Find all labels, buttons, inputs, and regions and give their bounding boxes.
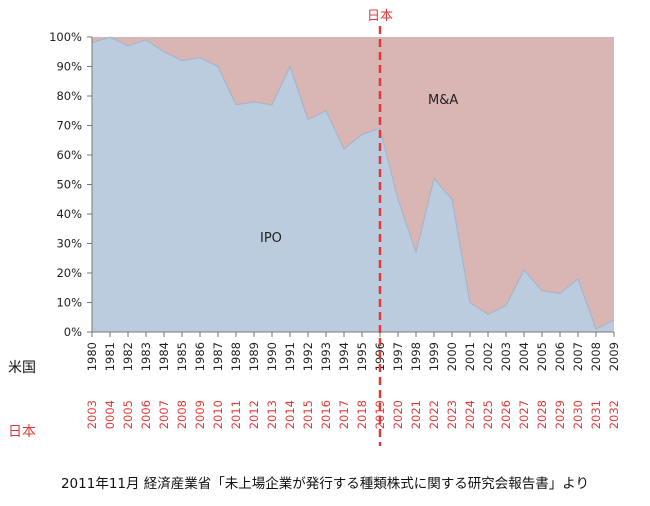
x-tick-label-us: 2000 (445, 342, 459, 371)
x-tick-label-japan: 2014 (283, 400, 297, 429)
x-tick-label-us: 2004 (517, 342, 531, 371)
x-axis-us-years: 1980 1981 1982 1983 1984 1985 1986 1987 1988 1989… (85, 331, 621, 371)
x-tick-label-us: 2005 (535, 342, 549, 371)
x-tick-label-us: 2009 (607, 342, 621, 371)
plot-areas (91, 36, 615, 332)
x-tick-label-us: 1998 (409, 342, 423, 371)
y-tick-label: 30% (56, 237, 82, 251)
x-tick-label-japan: 2032 (607, 400, 621, 429)
x-tick-label-japan: 2007 (157, 400, 171, 429)
x-tick-label-us: 2007 (571, 342, 585, 371)
x-tick-label-japan: 2020 (391, 400, 405, 429)
x-tick-label-japan: 2013 (265, 400, 279, 429)
x-tick-label-us: 1992 (301, 342, 315, 371)
x-tick-label-us: 1980 (85, 342, 99, 371)
x-tick-label-us: 1981 (103, 342, 117, 371)
x-tick-label-japan: 2030 (571, 400, 585, 429)
x-axis-japan-years: 2003 0004 2005 2006 2007 2008 2009 2010 2011 2012… (85, 400, 621, 429)
x-tick-label-us: 1995 (355, 342, 369, 371)
x-tick-label-japan: 2010 (211, 400, 225, 429)
y-tick-label: 0% (64, 325, 82, 339)
x-tick-label-japan: 2003 (85, 400, 99, 429)
x-tick-label-japan: 2031 (589, 400, 603, 429)
y-tick-label: 80% (56, 89, 82, 103)
marker-label: 日本 (367, 9, 393, 24)
y-tick-label: 40% (56, 207, 82, 221)
x-tick-label-us: 1984 (157, 342, 171, 371)
x-tick-label-us: 2008 (589, 342, 603, 371)
y-tick-label: 90% (56, 60, 82, 74)
x-tick-label-us: 1990 (265, 342, 279, 371)
x-tick-label-japan: 2008 (175, 400, 189, 429)
x-tick-label-japan: 2016 (319, 400, 333, 429)
x-tick-label-japan: 2006 (139, 400, 153, 429)
area-label-mna: M&A (428, 93, 458, 108)
x-tick-label-japan: 2018 (355, 400, 369, 429)
source-caption: 2011年11月 経済産業省「未上場企業が発行する種類株式に関する研究会報告書」… (60, 476, 590, 492)
x-tick-label-japan: 0004 (103, 400, 117, 429)
ipo-boundary-line (91, 36, 615, 330)
x-tick-label-us: 1989 (247, 342, 261, 371)
y-tick-label: 100% (49, 30, 82, 44)
x-tick-label-us: 1993 (319, 342, 333, 371)
x-tick-label-japan: 2011 (229, 400, 243, 429)
x-tick-label-us: 1986 (193, 342, 207, 371)
x-tick-label-us: 2003 (499, 342, 513, 371)
x-tick-label-japan: 2019 (373, 400, 387, 429)
x-tick-label-japan: 2005 (121, 400, 135, 429)
x-tick-label-us: 1999 (427, 342, 441, 371)
x-tick-label-us: 1987 (211, 342, 225, 371)
x-tick-label-japan: 2025 (481, 400, 495, 429)
y-tick-label: 10% (56, 296, 82, 310)
y-tick-label: 70% (56, 119, 82, 133)
x-tick-label-japan: 2026 (499, 400, 513, 429)
x-tick-label-japan: 2022 (427, 400, 441, 429)
x-tick-label-us: 1991 (283, 342, 297, 371)
y-axis: 0% 10% 20% 30% 40% 50% 60% 70% 80% 90% 100% (49, 30, 93, 339)
x-tick-label-us: 1988 (229, 342, 243, 371)
x-tick-label-us: 1985 (175, 342, 189, 371)
x-tick-label-japan: 2023 (445, 400, 459, 429)
row-label-japan: 日本 (8, 424, 36, 440)
x-tick-label-us: 2006 (553, 342, 567, 371)
x-tick-label-us: 1994 (337, 342, 351, 371)
x-tick-label-japan: 2009 (193, 400, 207, 429)
x-tick-label-japan: 2021 (409, 400, 423, 429)
x-tick-label-japan: 2017 (337, 400, 351, 429)
x-tick-label-us: 1983 (139, 342, 153, 371)
japan-marker: 日本 (367, 9, 393, 446)
x-tick-label-japan: 2024 (463, 400, 477, 429)
row-label-us: 米国 (8, 360, 36, 376)
area-labels: IPO M&A (260, 93, 458, 246)
x-tick-label-japan: 2015 (301, 400, 315, 429)
chart: 0%10%20%30%40%50%60%70%80%90%100% 1980 19… (8, 9, 621, 446)
x-tick-label-us: 1997 (391, 342, 405, 371)
area-label-ipo: IPO (260, 231, 282, 246)
x-tick-label-japan: 2027 (517, 400, 531, 429)
x-tick-label-us: 1982 (121, 342, 135, 371)
x-tick-label-japan: 2028 (535, 400, 549, 429)
y-tick-label: 20% (56, 266, 82, 280)
area-ipo (92, 37, 614, 332)
x-tick-label-us: 2001 (463, 342, 477, 371)
area-mna (92, 37, 614, 330)
y-tick-label: 60% (56, 148, 82, 162)
x-tick-label-japan: 2012 (247, 400, 261, 429)
y-tick-label: 50% (56, 178, 82, 192)
x-tick-label-japan: 2029 (553, 400, 567, 429)
x-tick-label-us: 2002 (481, 342, 495, 371)
